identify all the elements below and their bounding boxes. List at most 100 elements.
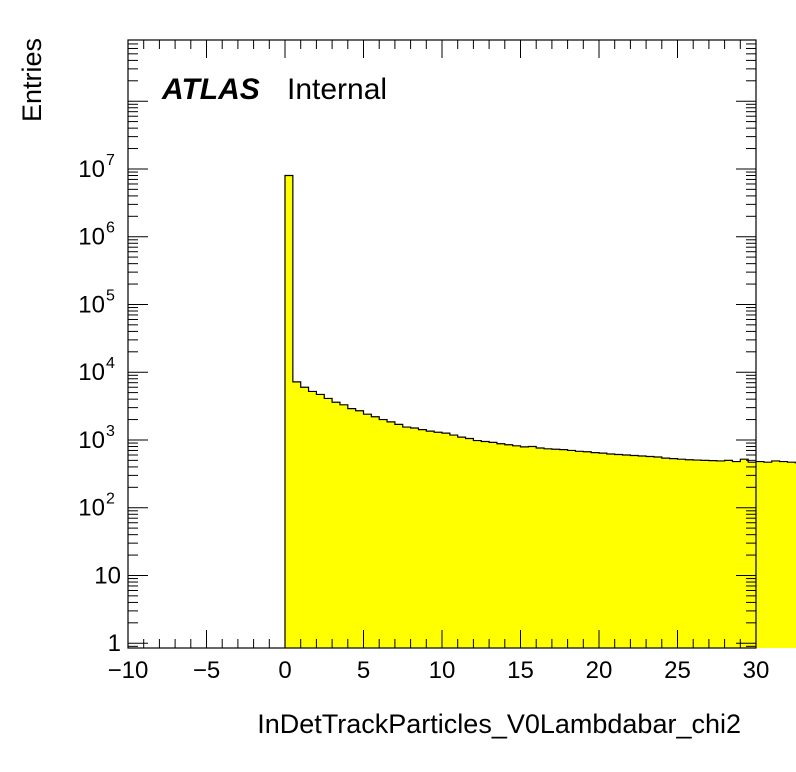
histogram-bar	[599, 453, 608, 648]
histogram-bar	[355, 410, 364, 648]
histogram-bar	[481, 441, 490, 648]
histogram-bar	[316, 394, 325, 648]
histogram-bars	[285, 175, 796, 649]
histogram-bar	[677, 459, 686, 648]
y-tick-label: 10 3	[78, 423, 115, 454]
y-tick-base: 10	[94, 562, 121, 589]
histogram-bar	[763, 462, 773, 648]
x-tick-label: 5	[357, 657, 370, 684]
histogram-bar	[465, 438, 474, 648]
histogram-bar	[402, 427, 411, 648]
x-axis-title: InDetTrackParticles_V0Lambdabar_chi2	[257, 709, 741, 739]
histogram-bar	[379, 419, 388, 648]
y-tick-exponent: 5	[106, 287, 115, 304]
histogram-bar	[496, 443, 506, 648]
y-tick-label: 1	[108, 630, 121, 657]
histogram-bar	[653, 457, 663, 648]
histogram-bar	[300, 387, 309, 648]
histogram-bar	[410, 428, 419, 648]
histogram-bar	[693, 460, 702, 648]
x-tick-label: 15	[507, 657, 534, 684]
histogram-bar	[551, 449, 561, 648]
y-tick-exponent: 6	[106, 220, 115, 237]
y-tick-base: 10	[78, 427, 105, 454]
histogram-bar	[347, 408, 357, 648]
y-tick-base: 10	[78, 224, 105, 251]
histogram-bar	[308, 391, 317, 648]
histogram-bar	[434, 432, 443, 648]
y-tick-label: 10	[94, 562, 121, 589]
x-tick-label: 10	[429, 657, 456, 684]
histogram-bar	[449, 435, 459, 648]
y-tick-label: 10 6	[78, 220, 115, 251]
y-tick-base: 1	[108, 630, 121, 657]
histogram-bar	[614, 454, 623, 648]
histogram-bar	[606, 454, 616, 648]
histogram-bar	[669, 458, 678, 648]
histogram-bar	[457, 437, 466, 648]
plot-frame	[127, 39, 757, 649]
histogram-bar	[559, 449, 568, 648]
histogram-bar	[732, 461, 741, 648]
histogram-bar	[646, 456, 655, 648]
histogram-bar	[332, 402, 341, 648]
axis-ticks	[127, 39, 757, 648]
histogram-bar	[387, 421, 396, 648]
x-tick-label: 0	[278, 657, 291, 684]
histogram-bar	[622, 454, 631, 648]
y-tick-label: 10 2	[78, 491, 115, 522]
histogram-bar	[567, 450, 576, 648]
y-tick-exponent: 7	[106, 152, 115, 169]
histogram-bar	[708, 460, 718, 648]
histogram-bar	[528, 446, 537, 648]
histogram-bar	[285, 175, 294, 649]
histogram-bar	[575, 451, 584, 648]
histogram-bar	[716, 460, 725, 648]
histogram-bar	[339, 404, 349, 648]
x-tick-label: 30	[743, 657, 770, 684]
histogram-bar	[779, 461, 788, 648]
y-tick-exponent: 2	[106, 491, 115, 508]
y-axis-title: Entries	[17, 38, 47, 122]
histogram-bar	[371, 416, 380, 648]
histogram-bar	[504, 444, 514, 648]
histogram-bar	[591, 452, 600, 648]
histogram-bar	[638, 455, 647, 648]
histogram-bar	[544, 448, 553, 648]
x-tick-label: 20	[586, 657, 613, 684]
histogram-bar	[512, 445, 521, 648]
histogram-bar	[292, 381, 302, 648]
y-tick-base: 10	[78, 291, 105, 318]
y-tick-base: 10	[78, 156, 105, 183]
y-tick-label: 10 7	[78, 152, 115, 183]
histogram-bar	[630, 455, 639, 648]
y-tick-exponent: 3	[106, 423, 115, 440]
histogram-bar	[583, 451, 592, 648]
internal-label: Internal	[287, 73, 387, 106]
y-tick-base: 10	[78, 495, 105, 522]
x-tick-labels: −10 −5 0 5 10 15 20 25 30	[108, 657, 770, 684]
x-tick-label: −10	[108, 657, 149, 684]
y-tick-label: 10 4	[78, 355, 115, 386]
histogram-bar	[536, 448, 545, 648]
histogram-bar	[473, 440, 482, 648]
histogram-outline	[284, 174, 796, 648]
histogram-bar	[724, 460, 733, 648]
y-tick-base: 10	[78, 359, 105, 386]
y-tick-label: 10 5	[78, 287, 115, 318]
histogram-bar	[756, 461, 765, 648]
histogram-bar	[489, 442, 498, 648]
histogram-bar	[520, 446, 529, 648]
histogram-bar	[363, 414, 372, 648]
histogram-bar	[426, 431, 435, 648]
histogram-bar	[394, 424, 404, 648]
x-tick-label: 25	[664, 657, 691, 684]
histogram-bar	[661, 458, 671, 648]
y-tick-exponent: 4	[106, 355, 115, 372]
histogram-bar	[685, 459, 694, 648]
histogram-bar	[771, 460, 780, 648]
histogram-bar	[418, 429, 427, 648]
atlas-label: ATLAS	[161, 73, 260, 106]
